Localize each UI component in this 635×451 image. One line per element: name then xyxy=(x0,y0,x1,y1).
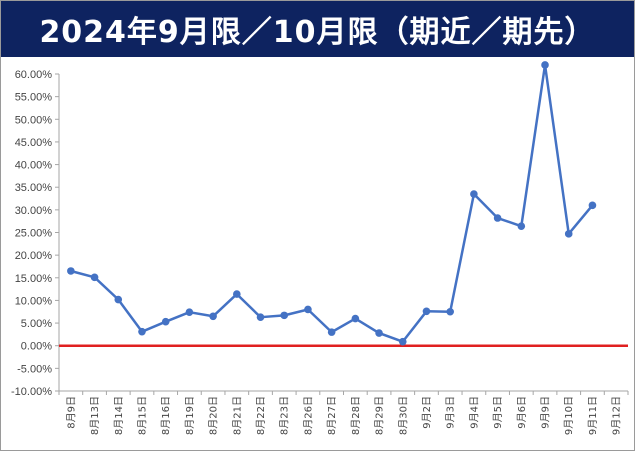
x-tick-label: 8月29日 xyxy=(374,396,386,435)
y-tick-label: 15.00% xyxy=(15,273,53,285)
data-point xyxy=(138,327,146,336)
marks-group xyxy=(59,61,628,347)
x-tick-label: 8月19日 xyxy=(184,396,196,435)
y-tick-label: -10.00% xyxy=(11,386,52,398)
data-point xyxy=(161,317,170,326)
x-tick-label: 9月2日 xyxy=(421,396,433,429)
x-tick-label: 9月6日 xyxy=(516,396,528,429)
data-point xyxy=(541,61,549,69)
y-tick-label: 50.00% xyxy=(15,114,53,126)
y-tick-label: 10.00% xyxy=(15,295,53,307)
x-tick-label: 8月16日 xyxy=(160,396,172,435)
y-tick-label: -5.00% xyxy=(17,363,52,375)
x-tick-label: 9月11日 xyxy=(587,396,599,435)
x-tick-label: 8月21日 xyxy=(231,396,243,435)
x-tick-label: 9月5日 xyxy=(492,396,504,429)
data-point xyxy=(517,222,526,230)
data-point xyxy=(564,230,573,238)
x-tick-label: 9月12日 xyxy=(611,396,623,435)
data-point xyxy=(470,190,478,198)
data-point xyxy=(185,308,194,317)
x-tick-label: 8月9日 xyxy=(65,396,77,429)
x-tick-label: 8月14日 xyxy=(113,396,125,435)
data-point xyxy=(304,305,312,314)
x-tick-label: 8月22日 xyxy=(255,396,267,435)
data-point xyxy=(280,311,289,320)
data-point xyxy=(114,295,123,304)
y-tick-label: 0.00% xyxy=(21,341,52,353)
data-point xyxy=(209,312,217,321)
data-point xyxy=(398,337,407,346)
x-tick-label: 8月15日 xyxy=(136,396,148,435)
y-tick-label: 30.00% xyxy=(15,205,53,217)
x-tick-label: 8月30日 xyxy=(397,396,409,435)
x-tick-label: 8月28日 xyxy=(350,396,362,435)
x-tick-label: 9月9日 xyxy=(540,396,552,429)
x-tick-label: 8月20日 xyxy=(208,396,220,435)
x-tick-label: 9月3日 xyxy=(445,396,457,429)
y-tick-label: 25.00% xyxy=(15,228,53,240)
y-tick-label: 35.00% xyxy=(15,182,53,194)
data-point xyxy=(327,328,336,336)
y-tick-label: 60.00% xyxy=(15,69,53,81)
data-point xyxy=(375,329,383,337)
y-tick-label: 5.00% xyxy=(21,318,52,330)
x-tick-label: 8月27日 xyxy=(326,396,338,435)
data-point xyxy=(493,214,502,222)
y-tick-label: 20.00% xyxy=(15,250,53,262)
data-point xyxy=(422,307,431,316)
x-tick-label: 9月4日 xyxy=(468,396,480,429)
data-point xyxy=(588,201,597,210)
data-point xyxy=(90,273,99,282)
series-line xyxy=(70,63,594,343)
data-point xyxy=(256,313,265,321)
y-tick-label: 40.00% xyxy=(15,160,53,172)
y-tick-label: 55.00% xyxy=(15,92,53,104)
x-tick-label: 8月13日 xyxy=(89,396,101,435)
title-banner: 2024年9月限／10月限（期近／期先） xyxy=(1,1,634,57)
x-tick-label: 8月26日 xyxy=(302,396,314,435)
chart-title: 2024年9月限／10月限（期近／期先） xyxy=(39,15,596,50)
x-tick-label: 9月10日 xyxy=(563,396,575,435)
data-point xyxy=(233,290,241,298)
y-tick-label: 45.00% xyxy=(15,137,53,149)
data-point xyxy=(67,267,75,275)
axes-group: -10.00% -5.00% 0.00% 5.00% 10.00% 15.00% 20.00… xyxy=(11,69,629,435)
data-point xyxy=(446,307,454,316)
x-tick-label: 8月23日 xyxy=(279,396,291,435)
data-point xyxy=(351,314,360,323)
